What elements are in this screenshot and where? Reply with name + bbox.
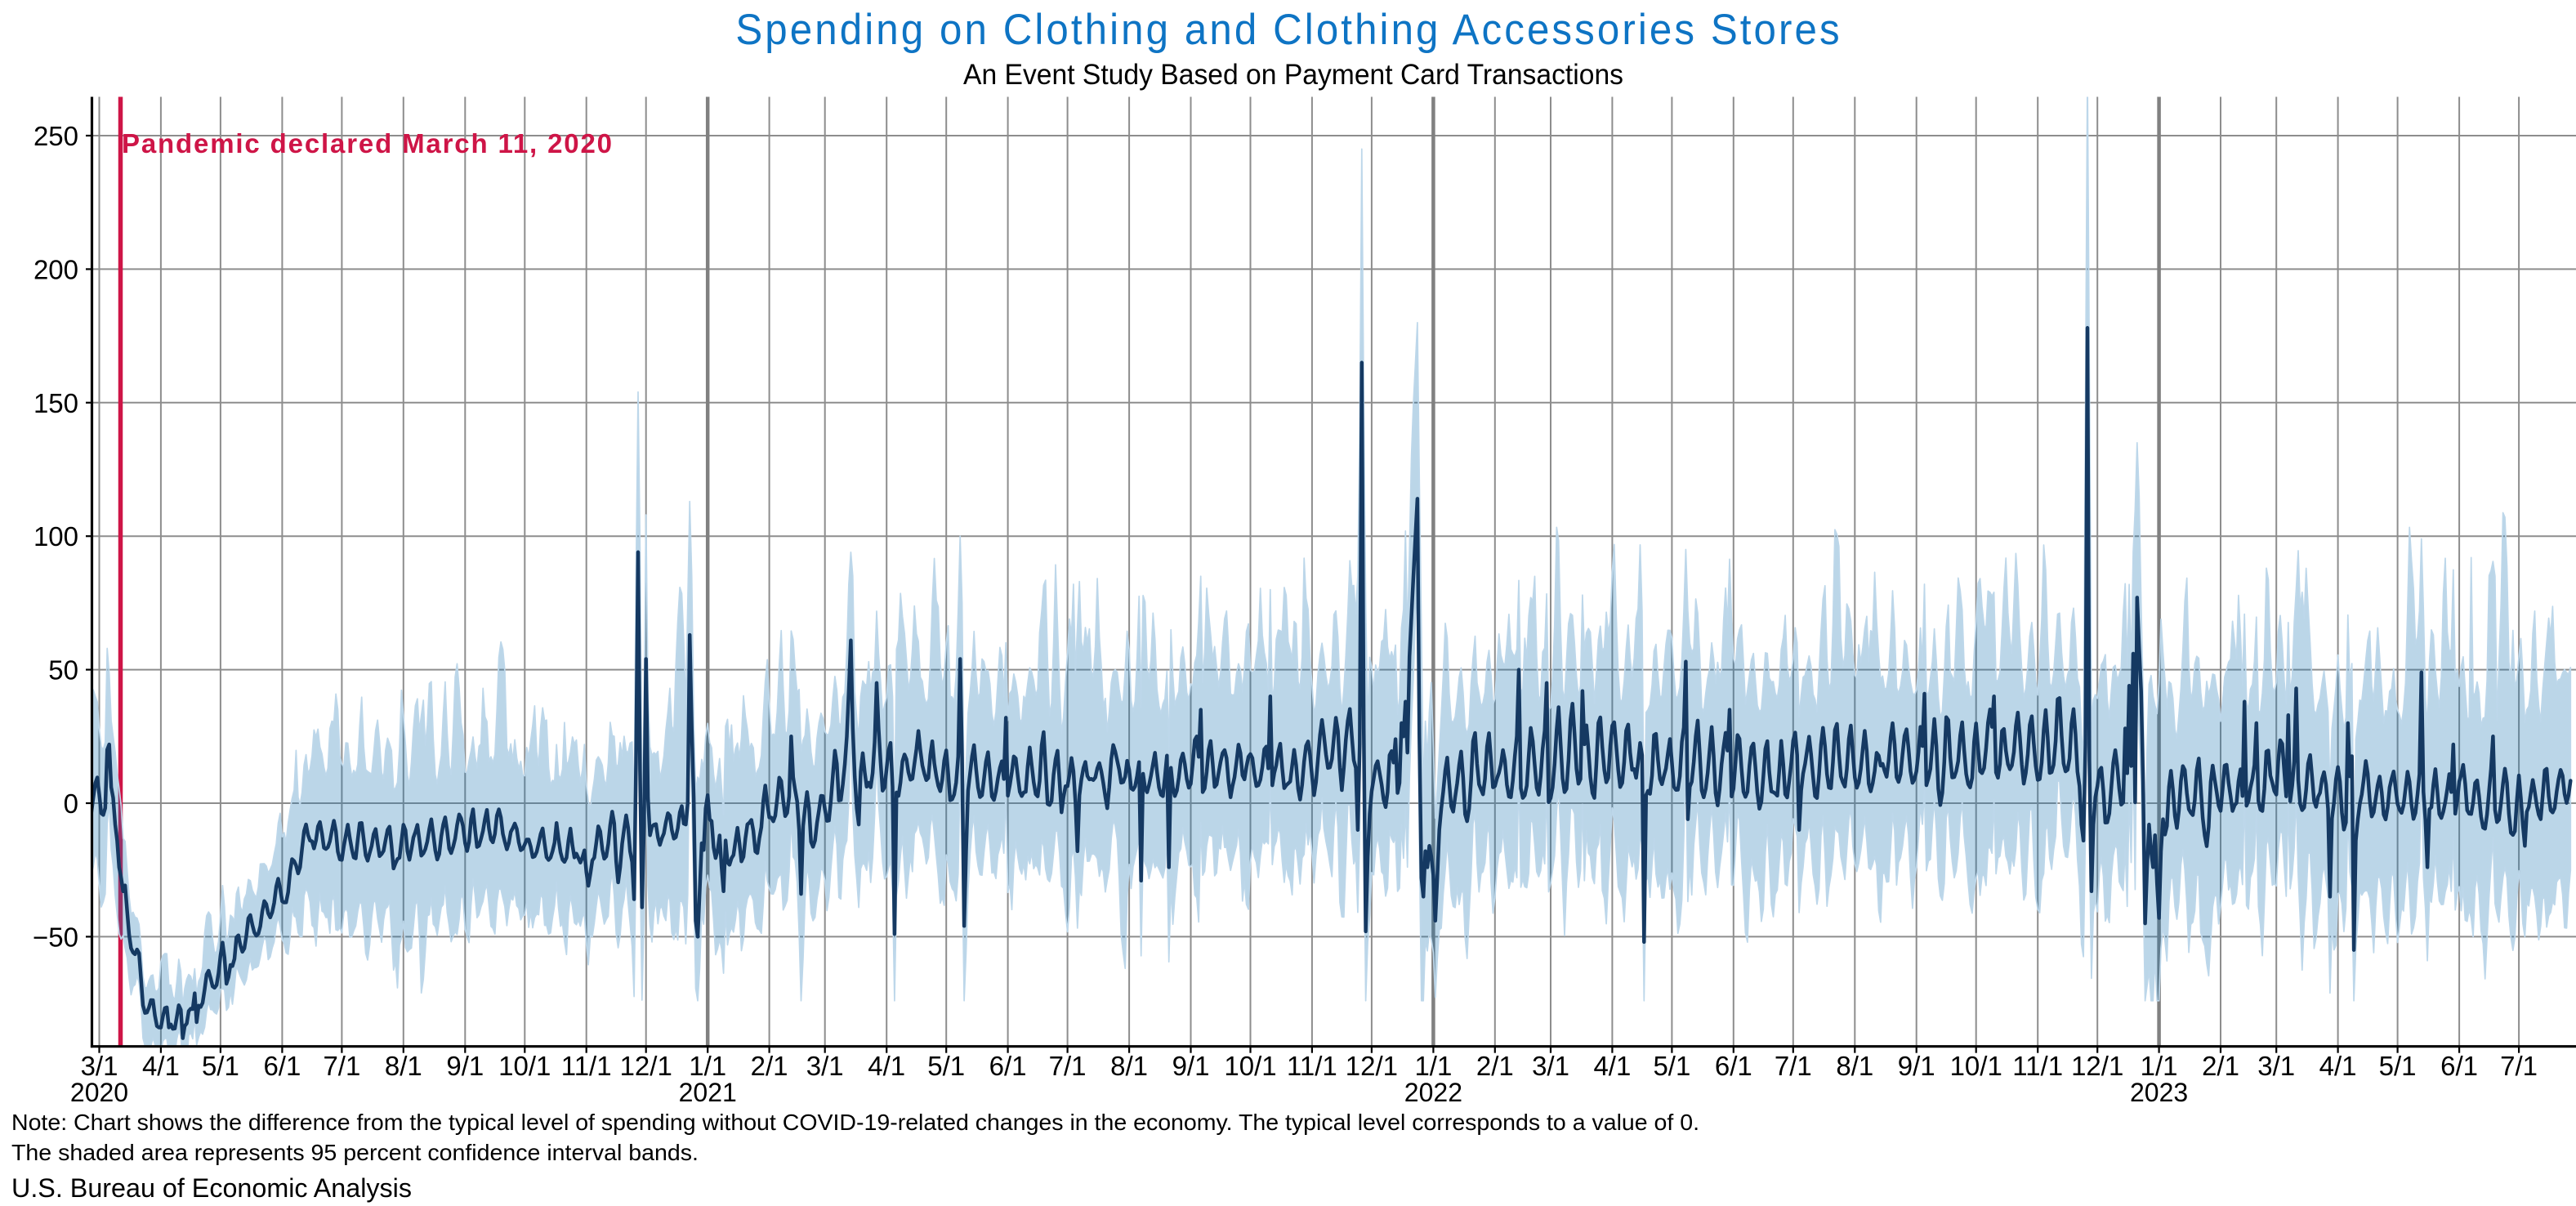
svg-text:150: 150	[33, 388, 78, 418]
svg-text:12/1: 12/1	[2071, 1051, 2123, 1081]
svg-text:6/1: 6/1	[1715, 1051, 1752, 1081]
svg-text:3/1: 3/1	[1532, 1051, 1569, 1081]
svg-text:200: 200	[33, 254, 78, 284]
svg-text:3/1: 3/1	[806, 1051, 844, 1081]
svg-text:11/1: 11/1	[1287, 1051, 1337, 1081]
svg-text:8/1: 8/1	[1110, 1051, 1148, 1081]
svg-text:10/1: 10/1	[1950, 1051, 2002, 1081]
svg-text:1/1: 1/1	[689, 1051, 726, 1081]
svg-text:11/1: 11/1	[561, 1051, 612, 1081]
svg-text:1/1: 1/1	[2141, 1051, 2178, 1081]
svg-text:2/1: 2/1	[2202, 1051, 2239, 1081]
svg-text:9/1: 9/1	[446, 1051, 484, 1081]
svg-text:The shaded area represents 95: The shaded area represents 95 percent co…	[11, 1140, 699, 1165]
svg-text:2/1: 2/1	[1476, 1051, 1514, 1081]
svg-text:Note: Chart shows the differen: Note: Chart shows the difference from th…	[11, 1110, 1699, 1135]
svg-text:Pandemic declared March 11, 20: Pandemic declared March 11, 2020	[122, 128, 612, 159]
svg-text:4/1: 4/1	[2319, 1051, 2357, 1081]
svg-text:6/1: 6/1	[989, 1051, 1027, 1081]
svg-text:10/1: 10/1	[498, 1051, 551, 1081]
svg-text:5/1: 5/1	[927, 1051, 965, 1081]
svg-text:3/1: 3/1	[2257, 1051, 2295, 1081]
svg-text:9/1: 9/1	[1172, 1051, 1210, 1081]
svg-text:4/1: 4/1	[142, 1051, 180, 1081]
svg-text:−50: −50	[33, 922, 78, 952]
svg-text:2022: 2022	[1404, 1078, 1462, 1107]
svg-text:12/1: 12/1	[620, 1051, 672, 1081]
svg-text:6/1: 6/1	[2440, 1051, 2478, 1081]
svg-text:7/1: 7/1	[2500, 1051, 2538, 1081]
svg-text:An Event Study Based on Paymen: An Event Study Based on Payment Card Tra…	[963, 59, 1623, 91]
svg-text:100: 100	[33, 521, 78, 552]
svg-text:U.S. Bureau of Economic Analys: U.S. Bureau of Economic Analysis	[11, 1173, 412, 1203]
svg-text:2020: 2020	[70, 1078, 128, 1107]
svg-text:4/1: 4/1	[1593, 1051, 1631, 1081]
svg-text:11/1: 11/1	[2012, 1051, 2063, 1081]
svg-text:8/1: 8/1	[1836, 1051, 1873, 1081]
svg-text:2021: 2021	[679, 1078, 737, 1107]
svg-text:9/1: 9/1	[1898, 1051, 1935, 1081]
svg-text:2023: 2023	[2130, 1078, 2188, 1107]
svg-text:10/1: 10/1	[1224, 1051, 1276, 1081]
svg-text:3/1: 3/1	[81, 1051, 118, 1081]
svg-text:6/1: 6/1	[263, 1051, 301, 1081]
svg-text:5/1: 5/1	[2379, 1051, 2417, 1081]
svg-text:1/1: 1/1	[1414, 1051, 1452, 1081]
svg-text:50: 50	[48, 655, 78, 686]
svg-text:8/1: 8/1	[385, 1051, 422, 1081]
svg-text:7/1: 7/1	[1049, 1051, 1087, 1081]
svg-text:5/1: 5/1	[1653, 1051, 1690, 1081]
svg-text:0: 0	[64, 788, 78, 819]
svg-text:7/1: 7/1	[1775, 1051, 1812, 1081]
svg-text:250: 250	[33, 121, 78, 151]
svg-text:12/1: 12/1	[1346, 1051, 1398, 1081]
svg-text:Spending on Clothing and Cloth: Spending on Clothing and Clothing Access…	[735, 5, 1839, 53]
svg-text:5/1: 5/1	[202, 1051, 239, 1081]
svg-text:2/1: 2/1	[751, 1051, 788, 1081]
svg-text:7/1: 7/1	[323, 1051, 360, 1081]
svg-text:4/1: 4/1	[868, 1051, 905, 1081]
